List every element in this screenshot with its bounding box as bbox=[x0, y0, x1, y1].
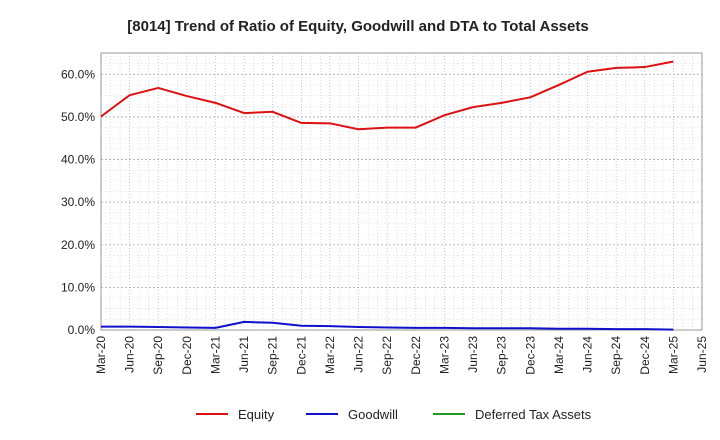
x-tick-label: Mar-23 bbox=[437, 336, 451, 374]
y-tick-label: 40.0% bbox=[61, 153, 95, 167]
legend-label: Goodwill bbox=[348, 407, 398, 422]
y-tick-label: 10.0% bbox=[61, 280, 95, 294]
x-tick-label: Jun-20 bbox=[123, 336, 137, 373]
x-tick-label: Sep-23 bbox=[495, 336, 509, 375]
x-tick-label: Dec-21 bbox=[294, 336, 308, 375]
series-layer bbox=[100, 60, 674, 331]
x-tick-label: Mar-21 bbox=[208, 336, 222, 374]
x-tick-label: Sep-22 bbox=[380, 336, 394, 375]
x-axis: Mar-20 Jun-20 Sep-20 Dec-20 Mar-21 Jun-21 Sep-… bbox=[94, 336, 709, 375]
grid bbox=[100, 53, 703, 331]
chart-title: [8014] Trend of Ratio of Equity, Goodwil… bbox=[127, 18, 588, 35]
x-tick-label: Jun-21 bbox=[237, 336, 251, 373]
x-tick-label: Mar-20 bbox=[94, 336, 108, 374]
x-tick-label: Jun-22 bbox=[352, 336, 366, 373]
x-tick-label: Sep-24 bbox=[609, 336, 623, 375]
y-axis: 0.0% 10.0% 20.0% 30.0% 40.0% 50.0% 60.0% bbox=[61, 67, 95, 337]
legend-label: Deferred Tax Assets bbox=[475, 407, 592, 422]
x-tick-label: Jun-25 bbox=[695, 336, 709, 373]
x-tick-label: Jun-24 bbox=[581, 336, 595, 373]
x-tick-label: Dec-20 bbox=[180, 336, 194, 375]
x-tick-label: Dec-24 bbox=[638, 336, 652, 375]
y-tick-label: 60.0% bbox=[61, 67, 95, 81]
y-tick-label: 20.0% bbox=[61, 238, 95, 252]
x-tick-label: Jun-23 bbox=[466, 336, 480, 373]
series-line-equity bbox=[100, 60, 674, 131]
x-tick-label: Dec-22 bbox=[409, 336, 423, 375]
x-tick-label: Sep-20 bbox=[151, 336, 165, 375]
x-tick-label: Sep-21 bbox=[266, 336, 280, 375]
legend-label: Equity bbox=[238, 407, 275, 422]
x-tick-label: Mar-22 bbox=[323, 336, 337, 374]
y-tick-label: 0.0% bbox=[68, 323, 96, 337]
x-tick-label: Dec-23 bbox=[523, 336, 537, 375]
x-tick-label: Mar-24 bbox=[552, 336, 566, 374]
y-tick-label: 30.0% bbox=[61, 195, 95, 209]
plot-area bbox=[100, 52, 703, 331]
legend: Equity Goodwill Deferred Tax Assets bbox=[196, 407, 592, 422]
y-tick-label: 50.0% bbox=[61, 110, 95, 124]
x-tick-label: Mar-25 bbox=[666, 336, 680, 374]
series-line-goodwill bbox=[101, 320, 674, 331]
